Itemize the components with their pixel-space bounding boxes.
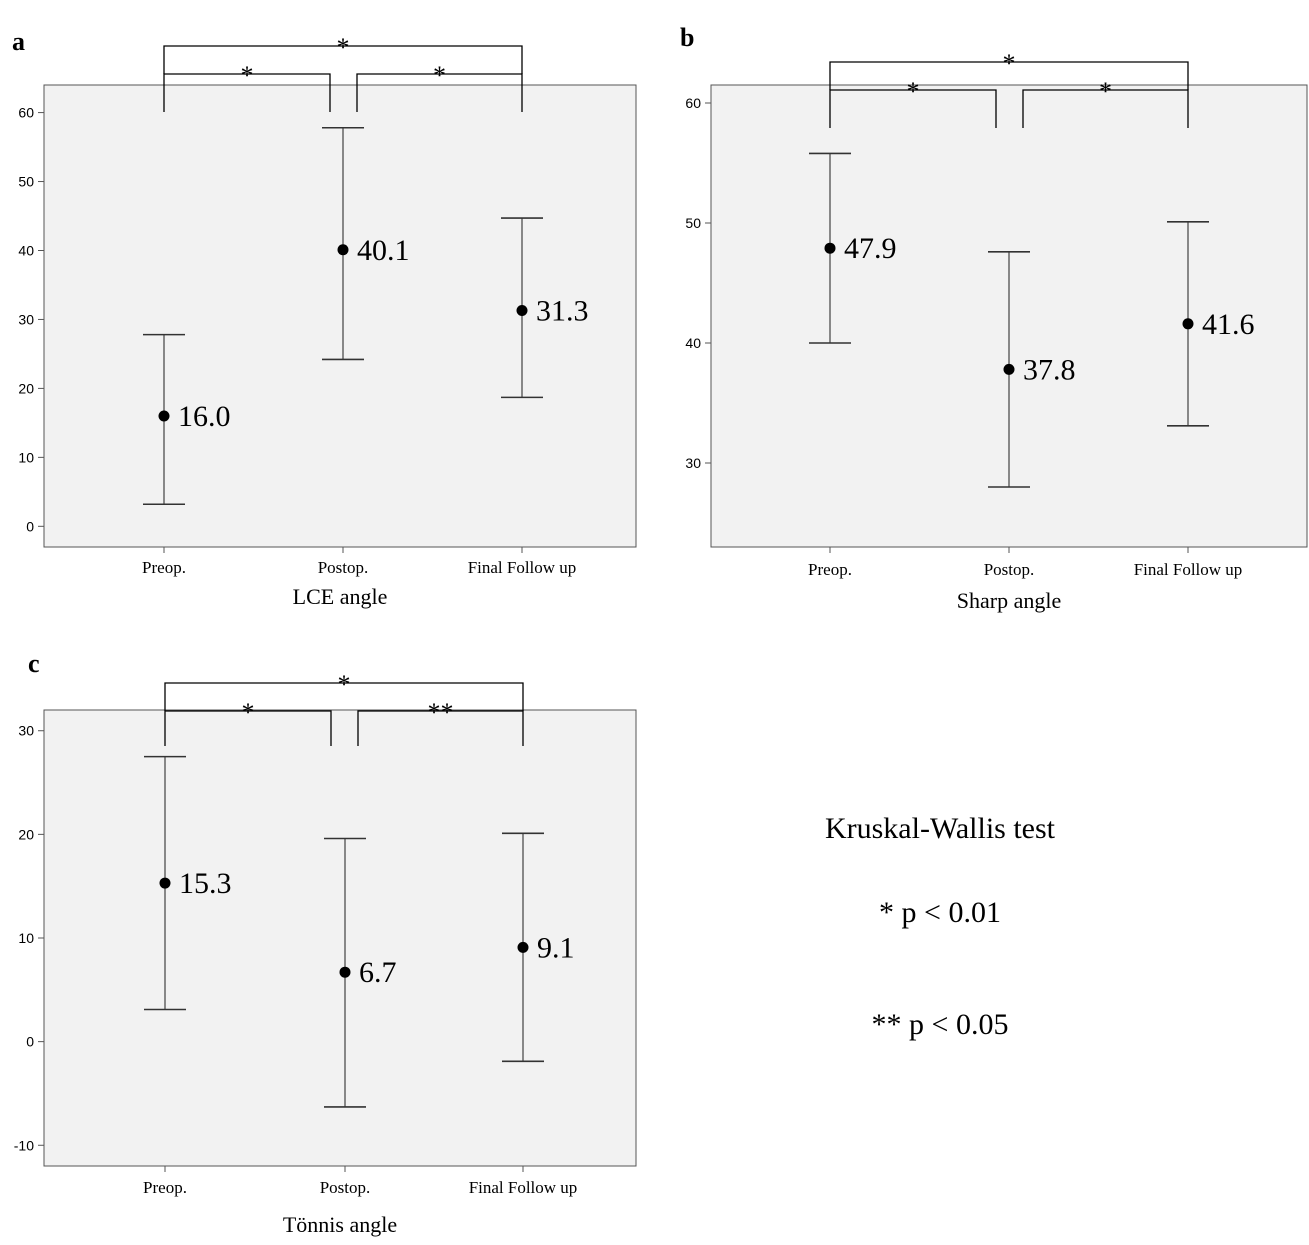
panel-c-category-label: Preop.	[143, 1178, 187, 1197]
panel-a-category-label: Final Follow up	[468, 558, 577, 577]
panel-b-ytick-label: 30	[685, 455, 701, 471]
panel-a-ytick-label: 10	[18, 449, 34, 465]
panel-c-value-label: 9.1	[537, 931, 575, 964]
panel-a-axis-title: LCE angle	[293, 584, 388, 609]
panel-c-significance-bracket	[164, 682, 524, 711]
panel-b-label: b	[680, 23, 694, 52]
panel-c-category-label: Postop.	[320, 1178, 371, 1197]
panel-c-ytick-label: 20	[18, 826, 34, 842]
panel-b-mean-point	[1003, 363, 1015, 375]
test-name: Kruskal-Wallis test	[824, 812, 1056, 845]
panel-a-mean-point	[158, 410, 170, 422]
panel-a-significance-star: *	[433, 61, 446, 90]
panel-b-value-label: 37.8	[1023, 353, 1076, 386]
panel-a-label: a	[12, 27, 25, 56]
panel-c-label: c	[28, 649, 40, 678]
panel-c-ytick-label: 10	[18, 930, 34, 946]
panel-a-ytick-label: 40	[18, 242, 34, 258]
panel-b-category-label: Final Follow up	[1134, 560, 1243, 579]
panel-a-mean-point	[337, 244, 349, 256]
panel-a-significance-bracket	[163, 73, 331, 112]
panel-c-plot-area	[43, 709, 637, 1167]
panel-b-mean-point	[1182, 318, 1194, 330]
panel-a-value-label: 31.3	[536, 294, 589, 327]
panel-a-value-label: 40.1	[357, 234, 410, 267]
panel-a-value-label: 16.0	[178, 400, 231, 433]
panel-b-significance-bracket	[1022, 89, 1189, 128]
panel-c-category-label: Final Follow up	[469, 1178, 578, 1197]
panel-b-significance-star: *	[907, 77, 920, 106]
panel-a-significance-star: *	[241, 61, 254, 90]
panel-a-significance-bracket	[356, 73, 523, 112]
panel-c-mean-point	[159, 877, 171, 889]
panel-a-category-label: Postop.	[318, 558, 369, 577]
panel-b-ytick-label: 50	[685, 215, 701, 231]
panel-a-category-label: Preop.	[142, 558, 186, 577]
panel-a-ytick-label: 50	[18, 174, 34, 190]
panel-a-ytick-label: 0	[26, 518, 34, 534]
panel-b-value-label: 41.6	[1202, 308, 1255, 341]
panel-c-mean-point	[517, 941, 529, 953]
panel-c-significance-bracket	[164, 710, 332, 746]
panel-b-value-label: 47.9	[844, 232, 897, 265]
significance-note-1: * p < 0.01	[879, 896, 1001, 929]
panel-b-significance-star: *	[1099, 77, 1112, 106]
panel-c-significance-star: **	[428, 698, 454, 727]
panel-b-significance-bracket	[829, 61, 1189, 90]
panel-b-ytick-label: 60	[685, 95, 701, 111]
panel-a-significance-bracket	[163, 45, 523, 74]
panel-c-value-label: 6.7	[359, 956, 397, 989]
panel-a-ytick-label: 60	[18, 105, 34, 121]
panel-c-ytick-label: 0	[26, 1034, 34, 1050]
panel-a-plot-area	[43, 84, 637, 548]
panel-c-value-label: 15.3	[179, 867, 232, 900]
panel-a-ytick-label: 20	[18, 380, 34, 396]
panel-c-axis-title: Tönnis angle	[283, 1212, 397, 1237]
panel-b-ytick-label: 40	[685, 335, 701, 351]
panel-a-mean-point	[516, 304, 528, 316]
panel-c-mean-point	[339, 966, 351, 978]
significance-note-2: ** p < 0.05	[871, 1008, 1009, 1041]
panel-b-significance-bracket	[829, 89, 997, 128]
panel-c-ytick-label: -10	[14, 1137, 34, 1153]
panel-a-significance-star: *	[337, 33, 350, 62]
panel-c-ytick-label: 30	[18, 723, 34, 739]
panel-b-mean-point	[824, 242, 836, 254]
panel-b-significance-star: *	[1003, 49, 1016, 78]
panel-c-significance-star: *	[242, 698, 255, 727]
panel-a-ytick-label: 30	[18, 311, 34, 327]
panel-b-axis-title: Sharp angle	[957, 588, 1061, 613]
panel-b-category-label: Preop.	[808, 560, 852, 579]
panel-c-significance-star: *	[338, 670, 351, 699]
panel-b-category-label: Postop.	[984, 560, 1035, 579]
panel-c-significance-bracket	[357, 710, 524, 746]
